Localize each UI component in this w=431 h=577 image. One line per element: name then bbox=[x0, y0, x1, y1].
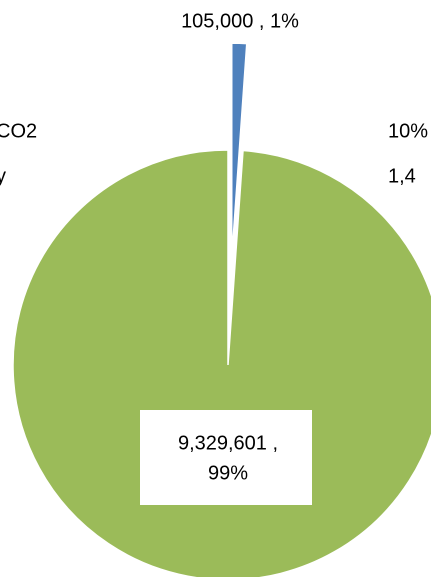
pie-slice bbox=[230, 42, 248, 259]
pie-slice bbox=[12, 149, 431, 577]
annotation: CO2 bbox=[0, 120, 37, 142]
data-label: 9,329,601 , bbox=[178, 432, 278, 454]
annotation: 10% bbox=[388, 120, 428, 142]
data-label: 99% bbox=[208, 462, 248, 484]
label-box bbox=[140, 410, 312, 505]
annotation: 1,4 bbox=[388, 165, 416, 187]
data-label: 105,000 , 1% bbox=[181, 10, 299, 32]
annotation: y bbox=[0, 165, 6, 187]
